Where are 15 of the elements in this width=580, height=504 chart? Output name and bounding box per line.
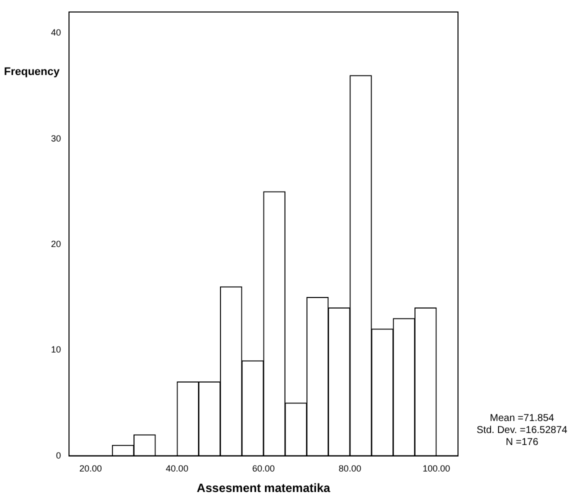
text: Mean =71.854: [490, 412, 555, 424]
y-tick-label: 40: [50, 28, 62, 38]
y-tick-label: 0: [56, 450, 62, 460]
y-tick-label: 30: [50, 133, 62, 144]
y-tick-label: 10: [50, 344, 62, 355]
text: N =176: [506, 436, 539, 448]
x-tick-label: 20.00: [79, 464, 102, 474]
y-tick-label: 20: [50, 238, 62, 249]
y-axis-title: Frequency: [4, 66, 61, 78]
x-tick-label: 60.00: [252, 464, 275, 474]
text: Std. Dev. =16.52874: [476, 424, 568, 436]
x-axis-title: Assesment matematika: [196, 481, 331, 496]
x-tick-label: 100.00: [422, 464, 450, 474]
x-tick-label: 40.00: [166, 464, 188, 474]
x-tick-label: 80.00: [338, 464, 362, 474]
